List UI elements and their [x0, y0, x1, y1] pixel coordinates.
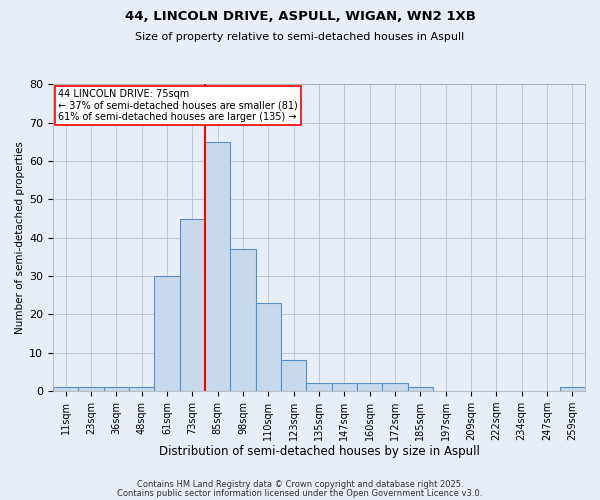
Bar	[53, 388, 79, 391]
Text: 44, LINCOLN DRIVE, ASPULL, WIGAN, WN2 1XB: 44, LINCOLN DRIVE, ASPULL, WIGAN, WN2 1X…	[125, 10, 475, 23]
Bar	[104, 388, 129, 391]
Bar	[205, 142, 230, 391]
Bar	[281, 360, 307, 391]
Text: Size of property relative to semi-detached houses in Aspull: Size of property relative to semi-detach…	[136, 32, 464, 42]
Text: Contains public sector information licensed under the Open Government Licence v3: Contains public sector information licen…	[118, 488, 482, 498]
Bar	[382, 384, 407, 391]
Bar	[560, 388, 585, 391]
Y-axis label: Number of semi-detached properties: Number of semi-detached properties	[15, 142, 25, 334]
Bar	[256, 303, 281, 391]
Bar	[230, 250, 256, 391]
Bar	[129, 388, 154, 391]
Bar	[154, 276, 179, 391]
Text: Contains HM Land Registry data © Crown copyright and database right 2025.: Contains HM Land Registry data © Crown c…	[137, 480, 463, 489]
Bar	[79, 388, 104, 391]
Bar	[307, 384, 332, 391]
X-axis label: Distribution of semi-detached houses by size in Aspull: Distribution of semi-detached houses by …	[158, 444, 479, 458]
Bar	[179, 218, 205, 391]
Bar	[407, 388, 433, 391]
Bar	[357, 384, 382, 391]
Text: 44 LINCOLN DRIVE: 75sqm
← 37% of semi-detached houses are smaller (81)
61% of se: 44 LINCOLN DRIVE: 75sqm ← 37% of semi-de…	[58, 89, 298, 122]
Bar	[332, 384, 357, 391]
